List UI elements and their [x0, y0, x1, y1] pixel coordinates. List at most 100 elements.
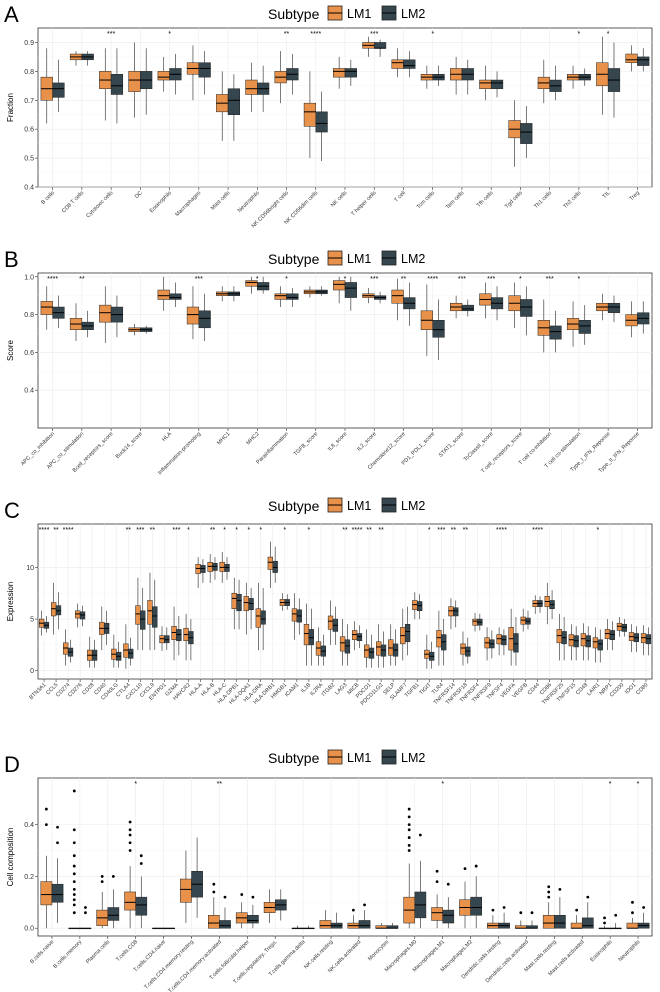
y-tick-label: 0.9 [24, 40, 34, 47]
series-lm1 [40, 789, 639, 930]
box-lm2 [81, 310, 94, 338]
box-iqr [248, 598, 254, 611]
box-lm2 [501, 629, 507, 656]
box-iqr [303, 102, 317, 127]
outlier-point [72, 893, 76, 896]
box-lm1 [38, 610, 45, 636]
box-lm2 [461, 299, 474, 317]
box-lm2 [274, 889, 287, 921]
significance-label: * [247, 527, 250, 534]
box-lm1 [303, 603, 310, 666]
y-axis-title: Cell composition [6, 828, 15, 887]
box-lm2 [549, 310, 562, 353]
y-tick-label: 0.6 [24, 127, 34, 134]
box-lm2 [315, 91, 328, 161]
box-lm2 [607, 295, 621, 323]
box-iqr [412, 600, 418, 611]
box-lm1 [147, 572, 153, 651]
x-tick-label: Macrophages [174, 190, 202, 218]
box-lm1 [459, 867, 471, 929]
outlier-point [519, 911, 523, 915]
y-tick-label: 0 [30, 668, 34, 675]
box-lm2 [489, 630, 495, 659]
box-lm2 [152, 579, 158, 651]
box-lm1 [403, 807, 416, 929]
box-lm1 [544, 582, 550, 625]
x-tick-label: Neutrophils [237, 190, 261, 214]
box-lm1 [274, 286, 287, 308]
box-iqr [581, 917, 594, 929]
box-lm1 [75, 603, 81, 628]
box-iqr [291, 608, 298, 622]
significance-label: *** [370, 31, 378, 38]
box-lm2 [621, 619, 627, 637]
x-tick-label: Buck14_score [115, 431, 144, 460]
x-tick-label: Neutrophils [618, 939, 642, 963]
box-lm2 [163, 927, 176, 930]
outlier-point [251, 895, 255, 899]
box-iqr [368, 647, 375, 659]
x-tick-label: PD1_PDL1_score [401, 431, 436, 466]
outlier-point [351, 908, 355, 912]
box-iqr [490, 79, 504, 89]
outlier-point [84, 906, 87, 909]
box-lm2 [633, 626, 640, 653]
box-iqr [570, 922, 583, 929]
box-lm2 [470, 864, 483, 929]
box-iqr [585, 635, 591, 648]
x-tick-label: NK.cells.resting [303, 939, 334, 970]
x-tick-label: IL8_score [327, 431, 348, 452]
box-lm2 [392, 629, 399, 666]
box-iqr [303, 623, 310, 646]
box-lm2 [404, 606, 411, 656]
box-lm2 [578, 305, 591, 345]
outlier-point [44, 823, 48, 827]
outlier-point [603, 916, 606, 920]
box-lm2 [116, 641, 122, 668]
significance-label: ** [463, 527, 469, 534]
box-lm2 [581, 895, 594, 929]
significance-label: ** [451, 527, 457, 534]
box-lm2 [315, 286, 328, 296]
significance-label: *** [437, 527, 445, 534]
box-iqr [245, 79, 258, 95]
legend-label-lm2: LM2 [401, 252, 425, 266]
box-iqr [186, 306, 200, 325]
box-lm2 [403, 51, 416, 78]
significance-label: ** [284, 31, 290, 38]
significance-label: * [235, 527, 238, 534]
box-iqr [441, 634, 447, 651]
box-lm1 [219, 551, 225, 583]
box-lm2 [477, 613, 483, 631]
box-iqr [554, 915, 566, 929]
box-lm2 [224, 557, 230, 580]
box-lm1 [157, 56, 170, 92]
box-lm1 [40, 48, 53, 124]
box-iqr [315, 641, 322, 656]
box-iqr [616, 622, 623, 631]
box-lm2 [453, 600, 459, 628]
significance-label: **** [496, 527, 507, 534]
outlier-point [84, 911, 87, 915]
significance-label: ** [342, 527, 348, 534]
box-lm2 [386, 923, 399, 929]
significance-label: *** [487, 276, 495, 283]
significance-label: * [609, 781, 612, 788]
significance-label: * [578, 276, 581, 283]
box-iqr [592, 637, 599, 649]
box-lm1 [347, 908, 360, 929]
box-lm2 [169, 54, 182, 95]
box-iqr [573, 635, 579, 648]
significance-label: **** [63, 527, 74, 534]
outlier-point [530, 911, 534, 915]
legend-label-lm2: LM2 [401, 751, 425, 765]
box-lm2 [332, 606, 339, 645]
outlier-point [558, 887, 562, 891]
significance-label: **** [47, 276, 58, 283]
box-iqr [52, 82, 65, 98]
box-lm1 [157, 276, 170, 311]
outlier-point [212, 882, 216, 886]
y-axis-title: Expression [6, 582, 15, 622]
box-lm1 [598, 916, 611, 930]
x-tick-label: Treg [629, 190, 641, 202]
